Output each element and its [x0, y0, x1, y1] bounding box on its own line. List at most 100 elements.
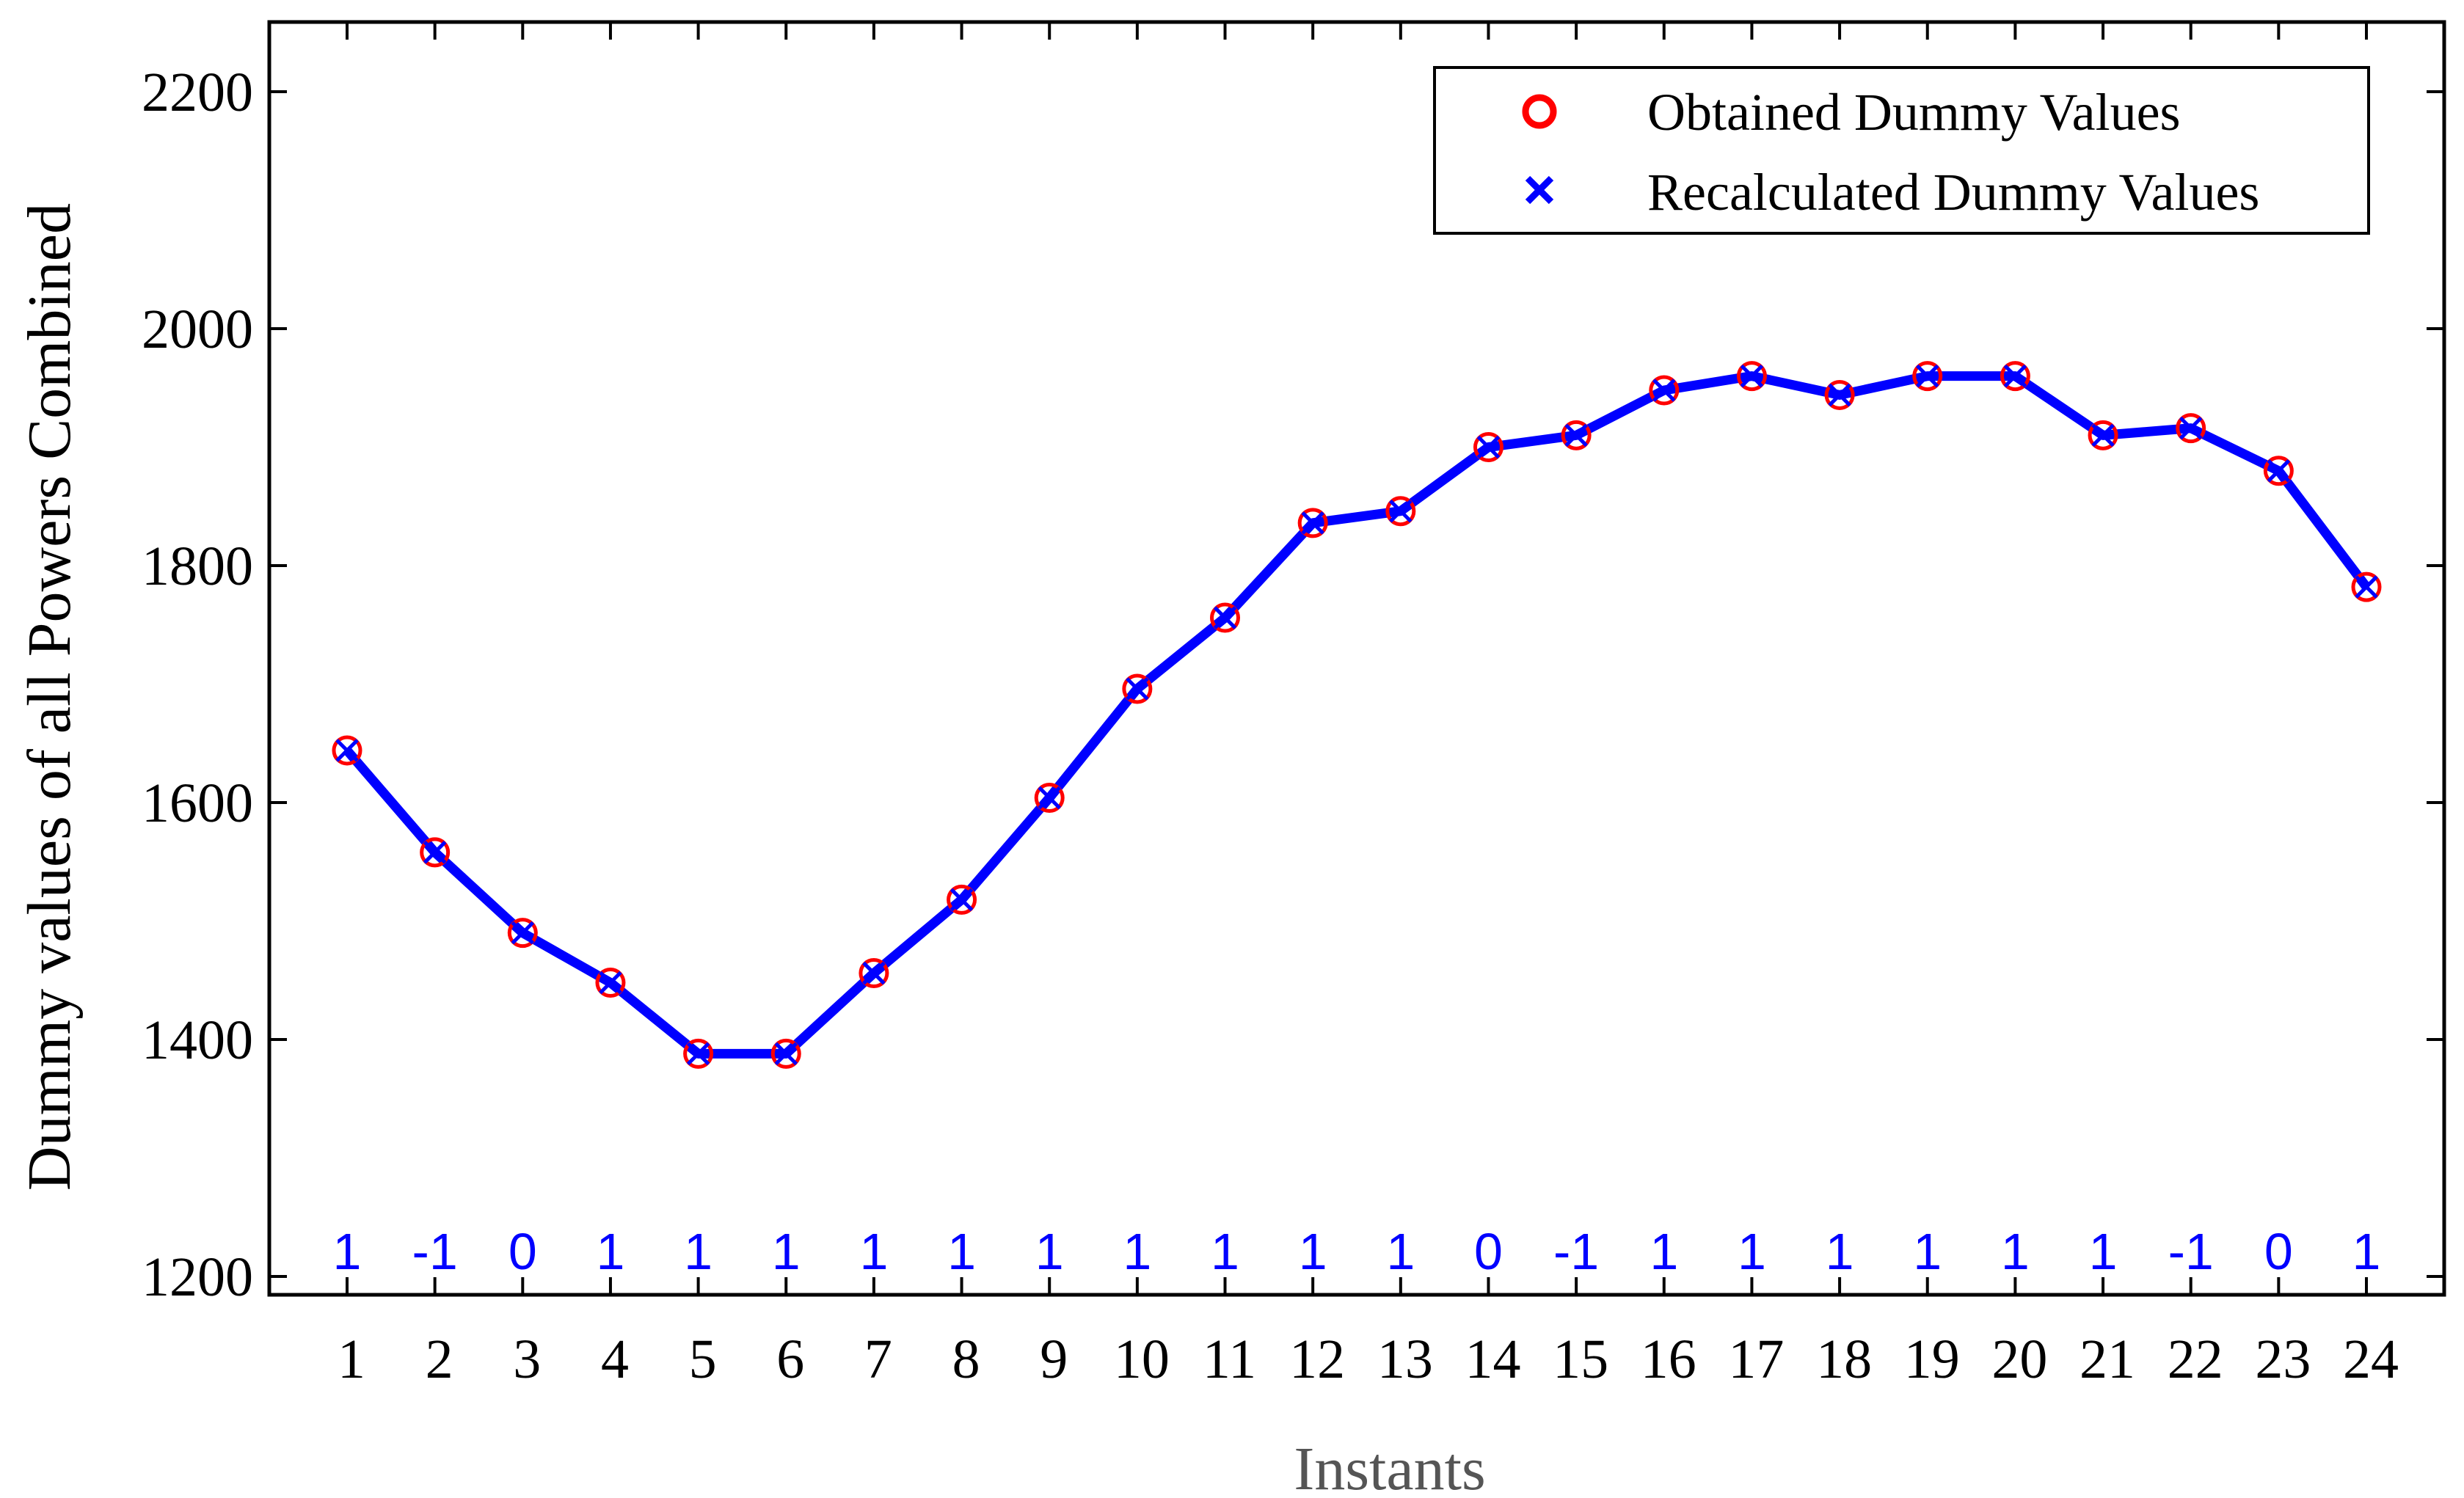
x-tick-label: 2 — [426, 1329, 453, 1390]
point-annotation: -1 — [2168, 1223, 2214, 1280]
x-tick-label: 18 — [1816, 1329, 1872, 1390]
obtained-marker — [1385, 496, 1416, 527]
point-annotation: 1 — [1650, 1223, 1678, 1280]
point-annotation: 1 — [2001, 1223, 2030, 1280]
obtained-marker — [1824, 379, 1855, 410]
recalculated-marker — [2355, 575, 2378, 599]
obtained-marker — [2000, 361, 2030, 392]
recalculated-marker — [423, 841, 447, 864]
x-tick-label: 8 — [952, 1329, 980, 1390]
x-tick-label: 15 — [1553, 1329, 1608, 1390]
recalculated-marker — [1126, 677, 1149, 701]
legend-label-recalculated: Recalculated Dummy Values — [1647, 163, 2259, 222]
obtained-marker — [770, 1038, 801, 1069]
obtained-marker — [2176, 413, 2206, 444]
legend-label-obtained: Obtained Dummy Values — [1647, 83, 2181, 142]
obtained-marker — [2351, 571, 2382, 602]
x-tick-label: 11 — [1203, 1329, 1256, 1390]
point-annotation: 1 — [684, 1223, 712, 1280]
point-annotation: 1 — [1035, 1223, 1064, 1280]
obtained-marker — [1122, 673, 1153, 704]
recalculated-marker — [949, 888, 974, 912]
recalculated-marker — [2091, 423, 2115, 447]
point-annotation: 0 — [2264, 1223, 2293, 1280]
obtained-marker — [1473, 432, 1503, 462]
x-tick-label: 10 — [1114, 1329, 1170, 1390]
x-tick-label: 9 — [1040, 1329, 1068, 1390]
x-tick-label: 12 — [1289, 1329, 1345, 1390]
x-tick-label: 5 — [689, 1329, 717, 1390]
recalculated-marker — [599, 971, 622, 995]
recalculated-marker — [1038, 786, 1061, 810]
y-tick-label: 1800 — [142, 536, 253, 597]
point-annotation: 1 — [1913, 1223, 1942, 1280]
series-line-group — [343, 371, 2371, 1059]
axes-frame — [267, 20, 2446, 1297]
y-axis-title: Dummy values of all Powers Combined — [15, 203, 84, 1191]
point-annotation: 1 — [2089, 1223, 2118, 1280]
y-tick-label: 1600 — [142, 772, 253, 834]
x-tick-label: 22 — [2168, 1329, 2223, 1390]
x-tick-label: 24 — [2343, 1329, 2399, 1390]
obtained-marker — [1297, 508, 1328, 538]
obtained-marker — [1210, 602, 1241, 633]
obtained-marker — [1912, 361, 1943, 392]
recalculated-marker — [1389, 499, 1413, 523]
obtained-marker — [2088, 420, 2118, 450]
x-tick-label: 17 — [1728, 1329, 1784, 1390]
x-axis-ticks: 1 2 3 4 5 6 7 8 9 10 11 12 13 14 15 16 17 18 19 20 21 22 23 24 — [338, 22, 2399, 1390]
legend: Obtained Dummy Values Recalculated Dummy… — [1433, 66, 2370, 235]
recalculated-marker — [335, 739, 359, 762]
point-annotation: 1 — [1738, 1223, 1766, 1280]
point-annotations: 1 -1 0 1 1 1 1 1 1 1 1 1 1 0 -1 1 1 1 1 1 1 -1 0 1 — [333, 1223, 2381, 1280]
obtained-marker — [1736, 361, 1767, 392]
obtained-marker — [420, 837, 451, 868]
obtained-marker — [507, 918, 538, 949]
recalculated-marker — [686, 1042, 710, 1066]
x-tick-label: 3 — [513, 1329, 541, 1390]
y-tick-label: 1200 — [142, 1246, 253, 1308]
plot-area-border — [267, 20, 2446, 1297]
x-tick-label: 4 — [601, 1329, 629, 1390]
y-tick-label: 2000 — [142, 299, 253, 360]
x-axis-title: Instants — [1294, 1435, 1485, 1498]
obtained-marker — [683, 1038, 714, 1069]
point-annotation: -1 — [1553, 1223, 1599, 1280]
point-annotation: 0 — [1474, 1223, 1503, 1280]
y-tick-label: 2200 — [142, 62, 253, 123]
obtained-marker — [859, 958, 889, 989]
x-tick-label: 23 — [2255, 1329, 2311, 1390]
recalculated-marker — [2003, 364, 2027, 388]
recalculated-marker — [1828, 383, 1851, 407]
point-annotation: 1 — [859, 1223, 888, 1280]
markers-group — [332, 361, 2382, 1069]
point-annotation: 1 — [1299, 1223, 1327, 1280]
legend-box — [1433, 66, 2370, 235]
point-annotation: 1 — [596, 1223, 624, 1280]
recalculated-marker — [2267, 459, 2291, 483]
x-tick-label: 13 — [1377, 1329, 1433, 1390]
point-annotation: 1 — [1826, 1223, 1854, 1280]
y-tick-label: 1400 — [142, 1009, 253, 1071]
legend-circle-marker — [1522, 94, 1557, 129]
y-axis-ticks: 1200 1400 1600 1800 2000 2200 — [142, 62, 2444, 1308]
recalculated-marker — [2179, 416, 2203, 440]
obtained-marker — [1561, 420, 1592, 450]
recalculated-marker — [1476, 435, 1501, 459]
point-annotation: 1 — [1211, 1223, 1239, 1280]
point-annotation: 1 — [2352, 1223, 2381, 1280]
point-annotation: 1 — [772, 1223, 801, 1280]
point-annotation: -1 — [412, 1223, 458, 1280]
x-tick-label: 14 — [1465, 1329, 1520, 1390]
recalculated-marker — [774, 1042, 798, 1066]
x-tick-label: 7 — [864, 1329, 892, 1390]
recalculated-marker — [511, 921, 535, 945]
x-tick-label: 1 — [338, 1329, 365, 1390]
point-annotation: 1 — [1386, 1223, 1415, 1280]
x-tick-label: 20 — [1991, 1329, 2047, 1390]
obtained-marker — [1649, 375, 1680, 406]
obtained-marker — [595, 967, 626, 998]
recalculated-marker — [1213, 606, 1237, 629]
x-tick-label: 19 — [1904, 1329, 1960, 1390]
